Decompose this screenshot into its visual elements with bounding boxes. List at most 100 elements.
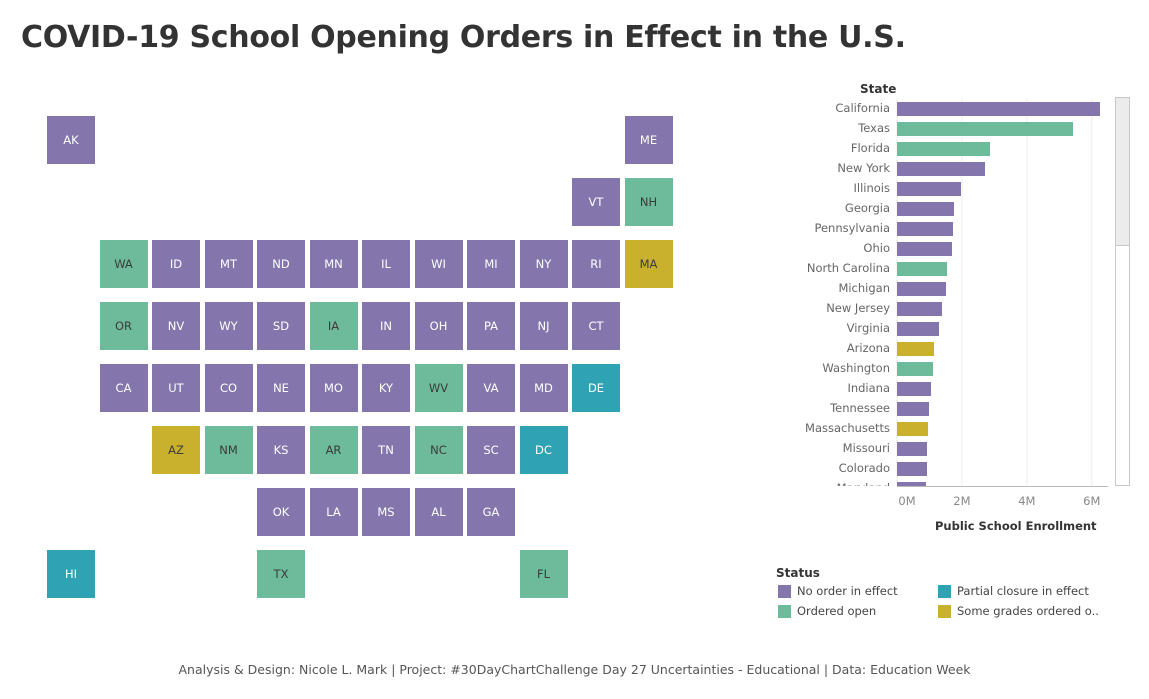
tile-ga[interactable]: GA bbox=[467, 488, 515, 536]
tile-or[interactable]: OR bbox=[99, 302, 148, 350]
tile-wy[interactable]: WY bbox=[204, 302, 253, 350]
bar-label-california: California bbox=[835, 101, 890, 115]
tile-mi[interactable]: MI bbox=[467, 240, 515, 288]
bar-ohio[interactable] bbox=[897, 242, 952, 256]
tile-az[interactable]: AZ bbox=[152, 426, 200, 474]
bar-tennessee[interactable] bbox=[897, 402, 930, 416]
tile-ia[interactable]: IA bbox=[309, 302, 358, 350]
tile-md[interactable]: MD bbox=[519, 364, 568, 412]
bar-illinois[interactable] bbox=[897, 182, 962, 196]
x-tick-label: 6M bbox=[1083, 494, 1101, 508]
legend-label: No order in effect bbox=[797, 584, 898, 598]
bar-michigan[interactable] bbox=[897, 282, 946, 296]
bar-label-florida: Florida bbox=[850, 141, 890, 155]
tile-al[interactable]: AL bbox=[414, 488, 463, 536]
tile-wi[interactable]: WI bbox=[414, 240, 463, 288]
tile-ks[interactable]: KS bbox=[257, 426, 305, 474]
tile-in[interactable]: IN bbox=[362, 302, 410, 350]
tile-nm[interactable]: NM bbox=[204, 426, 253, 474]
tile-vt[interactable]: VT bbox=[572, 178, 620, 226]
bar-massachusetts[interactable] bbox=[897, 422, 929, 436]
tile-sd[interactable]: SD bbox=[257, 302, 305, 350]
tile-ri[interactable]: RI bbox=[572, 240, 620, 288]
bar-new-jersey[interactable] bbox=[897, 302, 943, 316]
tile-mt[interactable]: MT bbox=[204, 240, 253, 288]
tile-ut[interactable]: UT bbox=[152, 364, 200, 412]
bar-label-georgia: Georgia bbox=[844, 201, 890, 215]
bar-label-pennsylvania: Pennsylvania bbox=[814, 221, 890, 235]
bar-virginia[interactable] bbox=[897, 322, 939, 336]
tile-ok[interactable]: OK bbox=[257, 488, 305, 536]
tile-la[interactable]: LA bbox=[309, 488, 358, 536]
tile-co[interactable]: CO bbox=[204, 364, 253, 412]
tile-ak[interactable]: AK bbox=[47, 116, 95, 164]
bar-label-massachusetts: Massachusetts bbox=[805, 421, 890, 435]
legend-swatch bbox=[938, 604, 951, 618]
tile-ne[interactable]: NE bbox=[257, 364, 305, 412]
tile-id[interactable]: ID bbox=[152, 240, 200, 288]
tile-ar[interactable]: AR bbox=[309, 426, 358, 474]
scrollbar-thumb[interactable] bbox=[1116, 98, 1129, 246]
legend-item-no-order[interactable]: No order in effect bbox=[778, 584, 898, 598]
tile-ma[interactable]: MA bbox=[624, 240, 673, 288]
bar-missouri[interactable] bbox=[897, 442, 927, 456]
tile-ct[interactable]: CT bbox=[572, 302, 620, 350]
tile-ny[interactable]: NY bbox=[519, 240, 568, 288]
tile-va[interactable]: VA bbox=[467, 364, 515, 412]
bar-georgia[interactable] bbox=[897, 202, 955, 216]
bar-chart-scrollbar[interactable] bbox=[1115, 97, 1130, 486]
bar-texas[interactable] bbox=[897, 122, 1074, 136]
bar-chart-x-axis-title: Public School Enrollment bbox=[935, 519, 1097, 533]
bar-label-colorado: Colorado bbox=[838, 461, 890, 475]
bar-california[interactable] bbox=[897, 102, 1100, 116]
tile-tn[interactable]: TN bbox=[362, 426, 410, 474]
bar-indiana[interactable] bbox=[897, 382, 932, 396]
tile-me[interactable]: ME bbox=[624, 116, 673, 164]
bar-label-missouri: Missouri bbox=[842, 441, 890, 455]
legend-swatch bbox=[778, 584, 791, 598]
tile-oh[interactable]: OH bbox=[414, 302, 463, 350]
bar-label-maryland: Maryland bbox=[760, 481, 890, 486]
tile-fl[interactable]: FL bbox=[519, 550, 568, 598]
legend-item-partial-closure[interactable]: Partial closure in effect bbox=[938, 584, 1089, 598]
bar-pennsylvania[interactable] bbox=[897, 222, 953, 236]
tile-dc[interactable]: DC bbox=[519, 426, 568, 474]
tile-mo[interactable]: MO bbox=[309, 364, 358, 412]
tile-ky[interactable]: KY bbox=[362, 364, 410, 412]
bar-florida[interactable] bbox=[897, 142, 990, 156]
bar-label-washington: Washington bbox=[822, 361, 890, 375]
bar-north-carolina[interactable] bbox=[897, 262, 948, 276]
tile-nj[interactable]: NJ bbox=[519, 302, 568, 350]
tile-nv[interactable]: NV bbox=[152, 302, 200, 350]
tile-de[interactable]: DE bbox=[572, 364, 620, 412]
bar-arizona[interactable] bbox=[897, 342, 934, 356]
legend-item-some-grades[interactable]: Some grades ordered o.. bbox=[938, 604, 1099, 618]
x-tick-label: 0M bbox=[898, 494, 916, 508]
bar-new-york[interactable] bbox=[897, 162, 985, 176]
tile-wv[interactable]: WV bbox=[414, 364, 463, 412]
tile-il[interactable]: IL bbox=[362, 240, 410, 288]
tile-tx[interactable]: TX bbox=[257, 550, 305, 598]
tile-ca[interactable]: CA bbox=[99, 364, 148, 412]
legend-label: Some grades ordered o.. bbox=[957, 604, 1099, 618]
tile-pa[interactable]: PA bbox=[467, 302, 515, 350]
tile-sc[interactable]: SC bbox=[467, 426, 515, 474]
bar-label-new-york: New York bbox=[837, 161, 890, 175]
tile-map: AK ME VT NH WA ID MT ND MN IL WI MI NY RI MA OR NV WY SD IA… bbox=[47, 116, 673, 598]
bar-washington[interactable] bbox=[897, 362, 934, 376]
bar-chart-plot-area: California Texas Florida New York Illinois Ge… bbox=[760, 100, 1110, 486]
legend-label: Ordered open bbox=[797, 604, 877, 618]
tile-mn[interactable]: MN bbox=[309, 240, 358, 288]
tile-ms[interactable]: MS bbox=[362, 488, 410, 536]
bar-maryland[interactable] bbox=[897, 482, 926, 486]
tile-nh[interactable]: NH bbox=[624, 178, 673, 226]
tile-wa[interactable]: WA bbox=[99, 240, 148, 288]
tile-nd[interactable]: ND bbox=[257, 240, 305, 288]
legend-swatch bbox=[778, 604, 791, 618]
bar-label-north-carolina: North Carolina bbox=[806, 261, 890, 275]
tile-hi[interactable]: HI bbox=[47, 550, 95, 598]
footer-credits: Analysis & Design: Nicole L. Mark | Proj… bbox=[178, 662, 971, 677]
legend-item-ordered-open[interactable]: Ordered open bbox=[778, 604, 876, 618]
tile-nc[interactable]: NC bbox=[414, 426, 463, 474]
bar-colorado[interactable] bbox=[897, 462, 927, 476]
